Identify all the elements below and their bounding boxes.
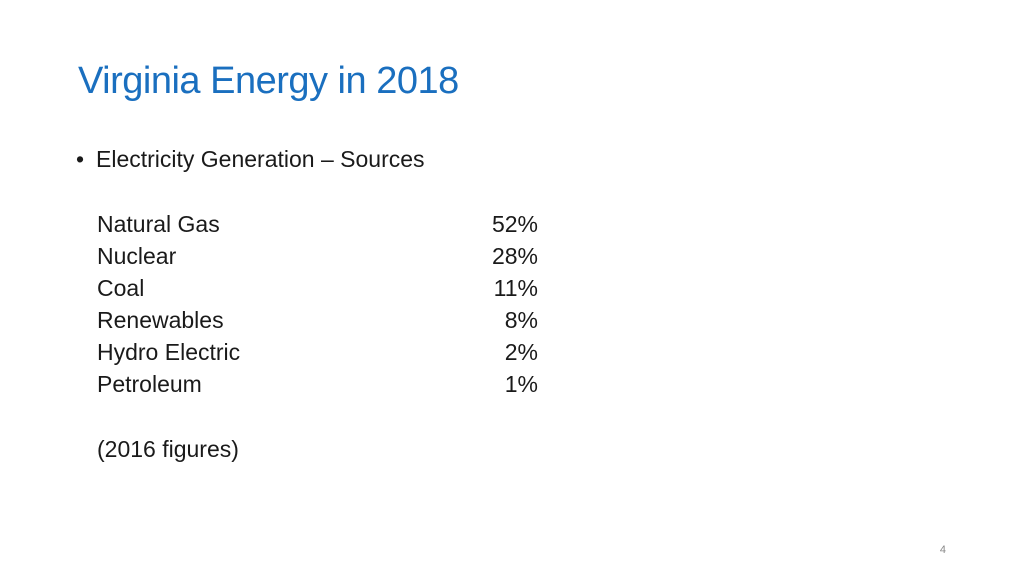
source-name: Petroleum [97, 371, 202, 397]
figures-note: (2016 figures) [97, 436, 239, 462]
slide-title: Virginia Energy in 2018 [78, 60, 459, 102]
source-row-renewables: Renewables 8% [97, 304, 538, 336]
source-percent: 28% [491, 243, 538, 269]
source-row-coal: Coal 11% [97, 272, 538, 304]
source-row-natural-gas: Natural Gas 52% [97, 208, 538, 240]
source-name: Nuclear [97, 243, 177, 269]
source-row-nuclear: Nuclear 28% [97, 240, 538, 272]
source-percent: 52% [491, 211, 538, 237]
bullet-electricity-generation: • Electricity Generation – Sources [76, 146, 425, 173]
source-row-hydro-electric: Hydro Electric 2% [97, 336, 538, 368]
page-number: 4 [939, 544, 946, 556]
source-percent: 8% [504, 307, 538, 333]
source-percent: 1% [504, 371, 538, 397]
source-name: Hydro Electric [97, 339, 241, 365]
source-row-petroleum: Petroleum 1% [97, 368, 538, 400]
source-percent: 11% [493, 275, 538, 301]
source-name: Renewables [97, 307, 224, 333]
bullet-marker: • [76, 146, 85, 172]
source-percent: 2% [504, 339, 538, 365]
source-name: Natural Gas [97, 211, 220, 237]
sources-list: Natural Gas 52% Nuclear 28% Coal 11% Ren… [97, 208, 538, 400]
bullet-text: Electricity Generation – Sources [96, 146, 425, 172]
source-name: Coal [97, 275, 145, 301]
